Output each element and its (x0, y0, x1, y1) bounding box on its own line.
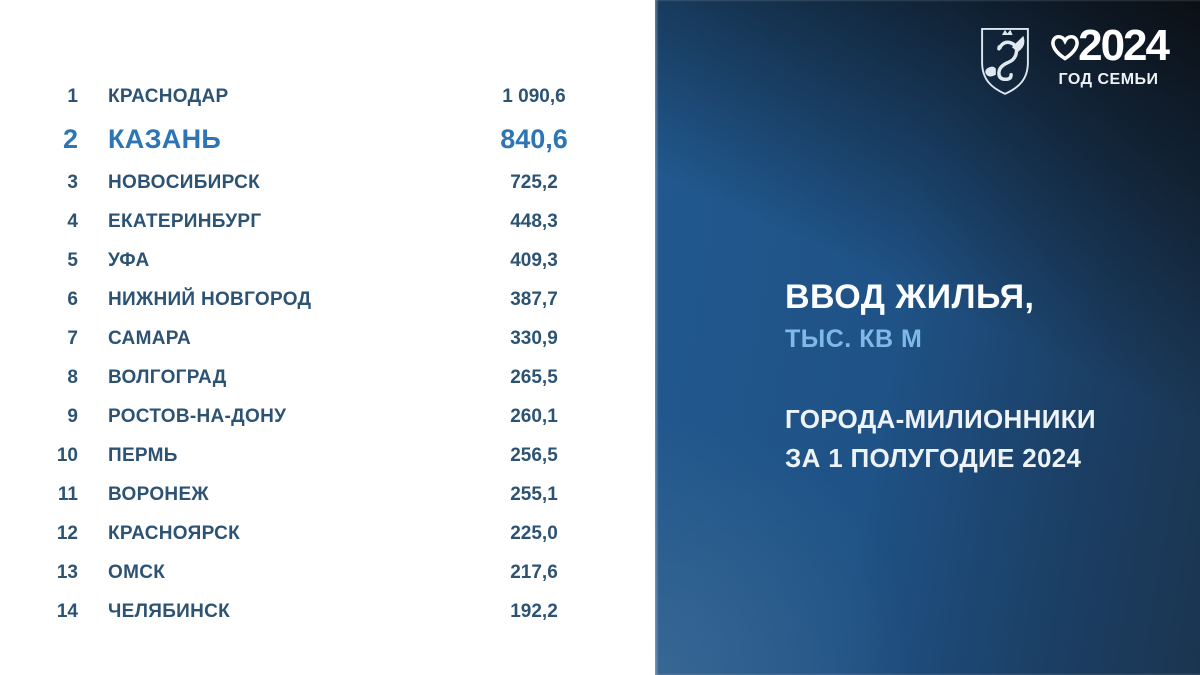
info-panel: 2024 ГОД СЕМЬИ ВВОД ЖИЛЬЯ, ТЫС. КВ М ГОР… (655, 0, 1200, 675)
rank-number: 11 (57, 483, 78, 505)
housing-value: 260,1 (510, 405, 558, 427)
table-row: 3 НОВОСИБИРСК 725,2 (0, 163, 655, 202)
housing-value: 840,6 (500, 124, 568, 154)
table-row: 11 ВОРОНЕЖ 255,1 (0, 475, 655, 514)
housing-value: 217,6 (510, 561, 558, 583)
city-name: КРАСНОДАР (108, 85, 229, 107)
table-row: 10 ПЕРМЬ 256,5 (0, 436, 655, 475)
housing-value: 192,2 (510, 600, 558, 622)
logo-tagline: ГОД СЕМЬИ (1058, 71, 1159, 88)
logo-year: 2024 (1078, 21, 1170, 70)
table-row: 12 КРАСНОЯРСК 225,0 (0, 514, 655, 553)
rank-number: 9 (67, 405, 78, 427)
city-name: ПЕРМЬ (108, 444, 178, 466)
housing-value: 256,5 (510, 444, 558, 466)
title-block: ВВОД ЖИЛЬЯ, ТЫС. КВ М (785, 278, 1034, 354)
housing-value: 1 090,6 (502, 85, 566, 107)
city-name: НОВОСИБИРСК (108, 171, 261, 193)
rank-number: 2 (62, 124, 78, 154)
housing-value: 409,3 (510, 249, 558, 271)
table-row: 5 УФА 409,3 (0, 241, 655, 280)
city-name: САМАРА (108, 327, 192, 349)
rank-number: 8 (67, 366, 78, 388)
rank-number: 4 (67, 210, 78, 232)
rank-number: 6 (67, 288, 78, 310)
city-name: ЕКАТЕРИНБУРГ (108, 210, 262, 232)
table-row: 4 ЕКАТЕРИНБУРГ 448,3 (0, 202, 655, 241)
rank-number: 10 (56, 444, 78, 466)
rank-number: 14 (56, 600, 78, 622)
table-row: 8 ВОЛГОГРАД 265,5 (0, 358, 655, 397)
panel-units: ТЫС. КВ М (785, 325, 923, 353)
city-name: НИЖНИЙ НОВГОРОД (108, 288, 312, 310)
city-name: ВОРОНЕЖ (108, 483, 209, 505)
city-name: УФА (108, 249, 150, 271)
housing-value: 448,3 (510, 210, 558, 232)
rank-number: 13 (56, 561, 78, 583)
table-row: 13 ОМСК 217,6 (0, 553, 655, 592)
housing-value: 387,7 (510, 288, 558, 310)
panel-subtitle-line1: ГОРОДА-МИЛИОННИКИ (785, 404, 1096, 434)
subtitle-block: ГОРОДА-МИЛИОННИКИ ЗА 1 ПОЛУГОДИЕ 2024 (785, 400, 1096, 478)
housing-value: 265,5 (510, 366, 558, 388)
table-row: 7 САМАРА 330,9 (0, 319, 655, 358)
city-ranking-table: 1 КРАСНОДАР 1 090,6 2 КАЗАНЬ 840,6 3 НОВ… (0, 77, 655, 631)
rank-number: 7 (67, 327, 78, 349)
city-name: РОСТОВ-НА-ДОНУ (108, 405, 287, 427)
rank-number: 1 (67, 85, 78, 107)
kazan-coat-of-arms-icon (981, 27, 1029, 95)
rank-number: 3 (67, 171, 78, 193)
housing-value: 330,9 (510, 327, 558, 349)
logo-text: 2024 ГОД СЕМЬИ (1049, 21, 1170, 89)
table-row: 14 ЧЕЛЯБИНСК 192,2 (0, 592, 655, 631)
housing-value: 255,1 (510, 483, 558, 505)
table-row: 1 КРАСНОДАР 1 090,6 (0, 77, 655, 116)
city-name: ВОЛГОГРАД (108, 366, 227, 388)
rank-number: 5 (67, 249, 78, 271)
table-row: 2 КАЗАНЬ 840,6 (0, 116, 655, 163)
city-name: ОМСК (108, 561, 166, 583)
city-name: КАЗАНЬ (108, 124, 222, 154)
city-name: КРАСНОЯРСК (108, 522, 240, 544)
heart-icon (1051, 34, 1079, 61)
housing-value: 725,2 (510, 171, 558, 193)
logo: 2024 ГОД СЕМЬИ (976, 21, 1170, 98)
logo-year-row: 2024 (1049, 21, 1170, 70)
housing-value: 225,0 (510, 522, 558, 544)
table-row: 6 НИЖНИЙ НОВГОРОД 387,7 (0, 280, 655, 319)
table-row: 9 РОСТОВ-НА-ДОНУ 260,1 (0, 397, 655, 436)
rank-number: 12 (56, 522, 78, 544)
panel-subtitle-line2: ЗА 1 ПОЛУГОДИЕ 2024 (785, 443, 1082, 473)
city-name: ЧЕЛЯБИНСК (108, 600, 231, 622)
panel-title: ВВОД ЖИЛЬЯ, (785, 278, 1035, 316)
